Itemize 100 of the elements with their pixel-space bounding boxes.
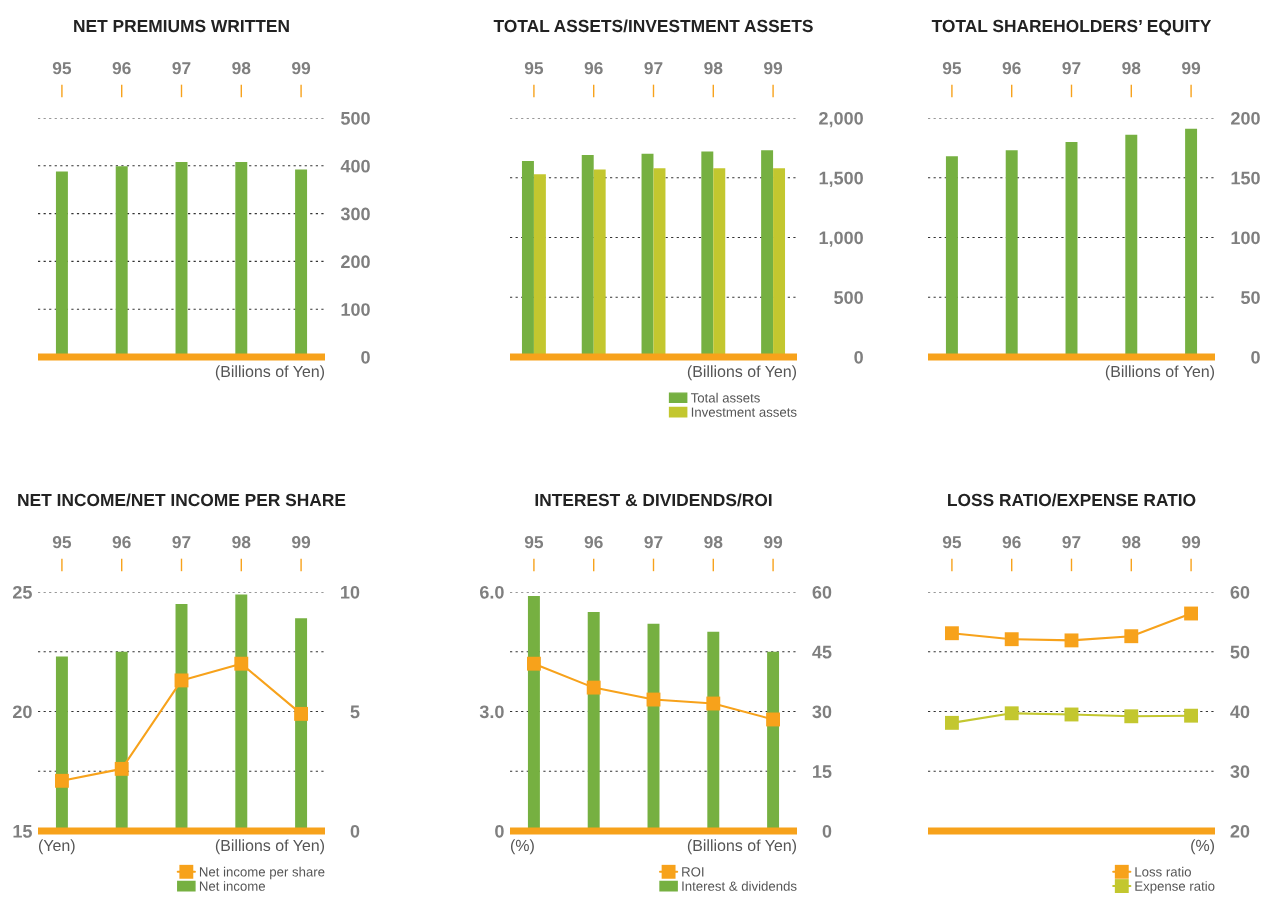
bar (713, 168, 726, 357)
x-tick-label: 95 (942, 536, 962, 549)
bar (527, 595, 540, 831)
point (1124, 709, 1139, 724)
x-tick-label: 99 (1182, 536, 1201, 549)
y-tick-label: 40 (1230, 705, 1250, 719)
y-tick-label: 200 (341, 255, 370, 269)
x-tick-label: 95 (524, 62, 544, 75)
point (234, 656, 249, 671)
legend-label: Loss ratio (1135, 866, 1191, 877)
x-tick-label: 99 (292, 62, 311, 75)
point (526, 656, 541, 671)
y-tick-label: 1,000 (819, 231, 863, 247)
point (766, 712, 781, 727)
point (1184, 708, 1199, 723)
x-tick-label: 96 (112, 62, 131, 75)
x-tick-label: 97 (644, 62, 663, 75)
x-tick-label: 98 (232, 62, 251, 75)
point (1184, 606, 1199, 621)
x-tick-label: 96 (584, 536, 603, 549)
y-tick-label: 0 (361, 350, 370, 364)
legend-label: Interest & dividends (682, 881, 797, 891)
x-tick-label: 96 (1002, 536, 1021, 549)
chart-title: LOSS RATIO/EXPENSE RATIO (948, 493, 1196, 507)
x-tick-label: 98 (1122, 536, 1141, 549)
y-tick-label: 300 (340, 207, 370, 221)
y-tick-label: 1,500 (819, 171, 863, 188)
text: (Billions of Yen) (1105, 365, 1215, 381)
point (1004, 706, 1019, 721)
y-tick-label: 45 (812, 645, 832, 659)
bar (533, 174, 546, 357)
point (1064, 633, 1079, 648)
point (1124, 629, 1139, 644)
y-tick-label: 100 (341, 303, 370, 316)
bar (767, 651, 780, 831)
point (944, 715, 959, 730)
bar (641, 153, 654, 357)
y-tick-label: 400 (340, 159, 370, 173)
y-tick-label: 30 (812, 705, 832, 719)
x-tick-label: 96 (1002, 62, 1021, 75)
chart-title: NET PREMIUMS WRITTEN (74, 19, 289, 33)
point (706, 696, 721, 711)
x-tick-label: 97 (1062, 536, 1081, 549)
y-tick-label: 60 (812, 585, 832, 599)
text: (Billions of Yen) (215, 365, 325, 381)
y-tick-label: 5 (350, 705, 360, 719)
y2-tick-label: 15 (13, 825, 32, 838)
text: (Billions of Yen) (215, 839, 325, 855)
x-tick-label: 98 (232, 536, 251, 549)
x-tick-label: 98 (1122, 62, 1141, 75)
point (294, 706, 309, 721)
y-tick-label: 500 (340, 111, 370, 125)
point (114, 761, 129, 776)
y-tick-label: 10 (341, 585, 360, 599)
bar (773, 168, 786, 357)
text: (Billions of Yen) (687, 365, 797, 381)
bar (235, 594, 248, 831)
y-tick-label: 200 (1231, 111, 1260, 125)
x-tick-label: 97 (1062, 62, 1081, 75)
y-tick-label: 0 (822, 824, 832, 838)
x-tick-label: 97 (172, 536, 191, 549)
legend-label: ROI (682, 867, 704, 877)
y-tick-label: 50 (1241, 291, 1260, 304)
x-tick-label: 96 (112, 536, 131, 549)
bar (653, 168, 666, 357)
x-tick-label: 98 (704, 536, 723, 549)
bar (521, 161, 534, 357)
y-tick-label: 500 (834, 291, 863, 304)
y-tick-label: 60 (1230, 585, 1250, 599)
legend-label: Total assets (690, 392, 760, 403)
y2-tick-label: 0 (495, 824, 504, 838)
x-tick-label: 97 (172, 62, 191, 75)
chart-title: NET INCOME/NET INCOME PER SHARE (18, 493, 346, 507)
bar (701, 151, 714, 357)
y2-tick-label: 20 (12, 705, 32, 719)
text: (%) (1191, 839, 1215, 855)
legend-label: Net income per share (199, 866, 325, 880)
x-tick-label: 95 (52, 536, 72, 549)
text: (Yen) (38, 839, 75, 855)
legend-label: Investment assets (691, 407, 797, 417)
bar (593, 169, 606, 357)
y2-tick-label: 25 (12, 585, 32, 599)
chart-title: INTEREST & DIVIDENDS/ROI (535, 493, 772, 507)
bar (761, 150, 774, 357)
point (54, 773, 69, 788)
x-tick-label: 99 (292, 536, 311, 549)
bar (295, 618, 308, 831)
x-tick-label: 99 (764, 62, 783, 75)
y-tick-label: 2,000 (819, 111, 863, 128)
y-tick-label: 150 (1231, 171, 1260, 185)
y-tick-label: 20 (1230, 824, 1250, 838)
y-tick-label: 100 (1231, 231, 1260, 245)
legend-label: Net income (199, 881, 266, 891)
x-tick-label: 96 (584, 62, 603, 75)
chart-title: TOTAL SHAREHOLDERS’ EQUITY (931, 19, 1212, 36)
x-tick-label: 98 (704, 62, 723, 75)
y2-tick-label: 3.0 (479, 705, 504, 719)
x-tick-label: 99 (764, 536, 783, 549)
legend-label: Expense ratio (1135, 881, 1215, 894)
point (1004, 632, 1019, 647)
